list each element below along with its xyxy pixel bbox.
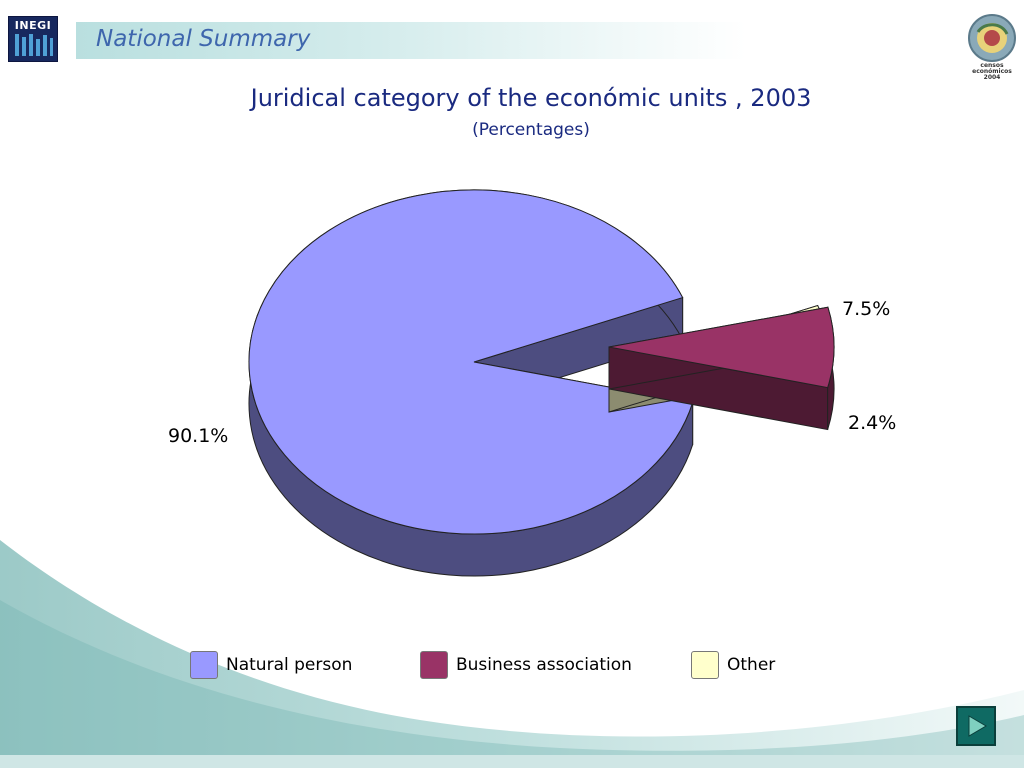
pie-data-label: 7.5% (842, 298, 890, 320)
censos-line-1: censos (980, 62, 1004, 69)
legend-label: Business association (456, 655, 632, 675)
section-title: National Summary (96, 26, 311, 52)
chart-subtitle: (Percentages) (472, 120, 590, 140)
pie-data-label: 2.4% (848, 412, 896, 434)
legend-label: Other (727, 655, 776, 675)
censos-line-3: 2004 (983, 74, 1001, 81)
legend-item-other: Other (691, 650, 775, 680)
chart-title: Juridical category of the económic units… (250, 84, 812, 112)
pie-slice-top (248, 189, 694, 535)
censos-line-2: económicos (972, 68, 1012, 75)
pie-slice-top (608, 306, 835, 389)
censos-logo (968, 14, 1016, 62)
logo-grid-icon (15, 34, 53, 56)
censos-logo-text: censos económicos 2004 (962, 63, 1022, 81)
play-triangle-icon (968, 715, 987, 737)
legend-label: Natural person (226, 655, 353, 675)
inegi-logo: INEGI (8, 16, 58, 62)
legend-item-business-association: Business association (420, 650, 632, 680)
legend-swatch (420, 651, 448, 679)
header-bar (76, 22, 746, 59)
inegi-logo-text: INEGI (14, 19, 52, 32)
legend-swatch (190, 651, 218, 679)
pie-data-label: 90.1% (168, 425, 228, 447)
legend-item-natural-person: Natural person (190, 650, 352, 680)
legend-swatch (691, 651, 719, 679)
next-slide-button[interactable] (956, 706, 996, 746)
